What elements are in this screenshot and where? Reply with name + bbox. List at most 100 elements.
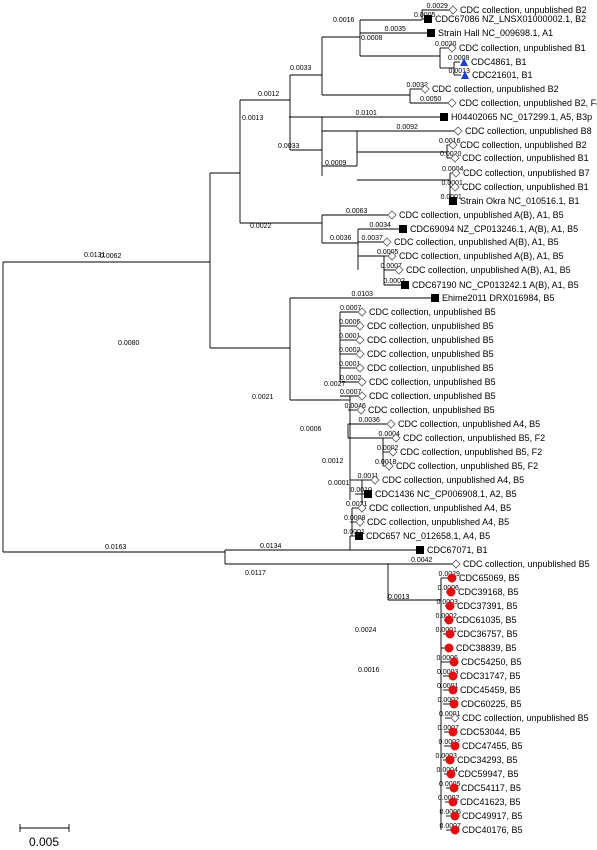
open-diamond-marker bbox=[357, 391, 367, 401]
taxon-label: CDC39168, B5 bbox=[458, 587, 519, 597]
red-circle-marker bbox=[448, 797, 458, 807]
red-circle-marker bbox=[448, 727, 458, 737]
internal-branch-label: 0.0022 bbox=[250, 223, 272, 230]
taxon-label: CDC38839, B5 bbox=[456, 643, 517, 653]
open-diamond-marker bbox=[355, 349, 365, 359]
taxon-label: CDC36757, B5 bbox=[457, 629, 518, 639]
branch-length-label: 0.0002 bbox=[439, 739, 461, 746]
branch-length-label: 0.0007 bbox=[438, 725, 460, 732]
branch-length-label: 0.0035 bbox=[385, 26, 407, 33]
taxon-label: CDC collection, unpublished B1 bbox=[462, 182, 589, 192]
internal-branch-label: 0.0013 bbox=[242, 115, 264, 122]
taxon-label: CDC collection, unpublished B5 bbox=[367, 349, 494, 359]
open-diamond-marker bbox=[370, 475, 380, 485]
red-circle-marker bbox=[449, 657, 459, 667]
branch-length-label: 0.0021 bbox=[346, 501, 368, 508]
internal-branch-label: 0.0006 bbox=[300, 426, 322, 433]
open-diamond-marker bbox=[384, 461, 394, 471]
branch-length-label: 0.0037 bbox=[362, 235, 384, 242]
branch-length-label: 0.0001 bbox=[437, 683, 459, 690]
taxon-label: CDC collection, unpublished B5 bbox=[463, 559, 590, 569]
taxon-label: CDC4861, B1 bbox=[471, 57, 527, 67]
taxon-label: CDC69094 NZ_CP013246.1, A(B), A1, B5 bbox=[410, 224, 578, 234]
branch-length-label: 0.0046 bbox=[345, 403, 367, 410]
internal-branch-label: 0.0016 bbox=[333, 17, 355, 24]
filled-square-marker bbox=[399, 225, 407, 233]
filled-square-marker bbox=[431, 294, 439, 302]
open-diamond-marker bbox=[420, 84, 430, 94]
red-circle-marker bbox=[446, 587, 456, 597]
open-diamond-marker bbox=[386, 419, 396, 429]
branch-length-label: 0.0018 bbox=[375, 459, 397, 466]
branch-length-label: 0.0001 bbox=[339, 333, 361, 340]
filled-square-marker bbox=[364, 490, 372, 498]
taxon-label: CDC47455, B5 bbox=[462, 741, 523, 751]
scale-bar: 0.005 bbox=[19, 824, 70, 849]
taxon-label: CDC collection, unpublished B8 bbox=[465, 126, 592, 136]
branch-length-label: 0.0101 bbox=[356, 110, 378, 117]
open-diamond-marker bbox=[355, 363, 365, 373]
open-diamond-marker bbox=[355, 321, 365, 331]
filled-square-marker bbox=[424, 15, 432, 23]
branch-length-label: 0.0002 bbox=[340, 375, 362, 382]
taxon-label: CDC collection, unpublished B5 bbox=[369, 307, 496, 317]
internal-branch-label: 0.0033 bbox=[290, 65, 312, 72]
branch-length-label: 0.0008 bbox=[344, 515, 366, 522]
root-branch-label: 0.0163 bbox=[105, 544, 127, 551]
branch-length-label: 0.0008 bbox=[448, 55, 470, 62]
filled-square-marker bbox=[440, 113, 448, 121]
taxon-label: CDC collection, unpublished A4, B5 bbox=[398, 419, 540, 429]
taxon-label: CDC31747, B5 bbox=[460, 671, 521, 681]
branch-length-label: 0.0013 bbox=[449, 68, 471, 75]
branch-length-label: 0.0005 bbox=[377, 249, 399, 256]
branch-length-label: 0.0002 bbox=[384, 278, 406, 285]
internal-branch-label: 0.0012 bbox=[258, 91, 280, 98]
branch-length-label: 0.0007 bbox=[440, 823, 462, 830]
taxon-label: CDC collection, unpublished A4, B5 bbox=[382, 475, 524, 485]
open-diamond-marker bbox=[387, 251, 397, 261]
taxon-label: CDC collection, unpublished B5 bbox=[462, 713, 589, 723]
taxon-label: CDC65069, B5 bbox=[459, 573, 520, 583]
open-diamond-marker bbox=[450, 153, 460, 163]
branch-length-label: 0.0092 bbox=[397, 124, 419, 131]
taxon-label: CDC collection, unpublished B1 bbox=[462, 153, 589, 163]
open-diamond-marker bbox=[355, 517, 365, 527]
taxon-label: CDC54117, B5 bbox=[461, 783, 521, 793]
branch-length-label: 0.0006 bbox=[339, 319, 361, 326]
branch-length-label: 0.0036 bbox=[359, 417, 381, 424]
branch-length-label: 0.0001 bbox=[344, 529, 366, 536]
taxon-label: CDC collection, unpublished B5, F2 bbox=[403, 433, 545, 443]
taxon-label: CDC collection, unpublished A(B), A1, B5 bbox=[399, 210, 564, 220]
branch-length-label: 0.0003 bbox=[437, 669, 459, 676]
taxon-label: CDC67071, B1 bbox=[427, 545, 488, 555]
branch-length-label: 0.0032 bbox=[407, 82, 429, 89]
tree-branches bbox=[2, 9, 461, 831]
branch-length-label: 0.0001 bbox=[442, 180, 464, 187]
taxon-label: CDC collection, unpublished B7 bbox=[463, 168, 590, 178]
internal-branch-label: 0.0117 bbox=[245, 570, 266, 577]
taxon-label: CDC collection, unpublished B5 bbox=[367, 321, 494, 331]
red-circle-marker bbox=[450, 825, 460, 835]
internal-branch-label: 0.0009 bbox=[325, 160, 347, 167]
internal-branch-label: 0.0080 bbox=[118, 340, 140, 347]
branch-length-label: 0.0007 bbox=[340, 305, 362, 312]
branch-length-label: 0.0020 bbox=[435, 41, 457, 48]
taxon-label: CDC67190 NC_CP013242.1 A(B), A1, B5 bbox=[412, 280, 579, 290]
red-circle-marker bbox=[448, 671, 458, 681]
branch-length-label: 0.0006 bbox=[440, 809, 462, 816]
branch-length-labels: 0.0029 0.0005 0.0035 0.0020 0.0008 0.0013 0.00… bbox=[84, 3, 470, 830]
open-diamond-marker bbox=[382, 237, 392, 247]
branch-length-label: 0.0011 bbox=[358, 473, 379, 480]
branch-length-label: 0.0002 bbox=[377, 445, 399, 452]
taxon-label: CDC657 NC_012658.1, A4, B5 bbox=[366, 531, 490, 541]
taxon-label: Strain Okra NC_010516.1, B1 bbox=[460, 196, 580, 206]
open-diamond-marker bbox=[447, 98, 457, 108]
taxon-label: Strain Hall NC_009698.1, A1 bbox=[438, 28, 553, 38]
taxon-label: CDC collection, unpublished B2 bbox=[432, 84, 559, 94]
taxon-label: CDC collection, unpublished B5 bbox=[368, 405, 495, 415]
taxon-label: CDC53044, B5 bbox=[460, 727, 521, 737]
taxon-label: CDC41623, B5 bbox=[460, 797, 521, 807]
internal-branch-label: 0.0062 bbox=[100, 253, 122, 260]
taxon-label: CDC60225, B5 bbox=[461, 699, 522, 709]
